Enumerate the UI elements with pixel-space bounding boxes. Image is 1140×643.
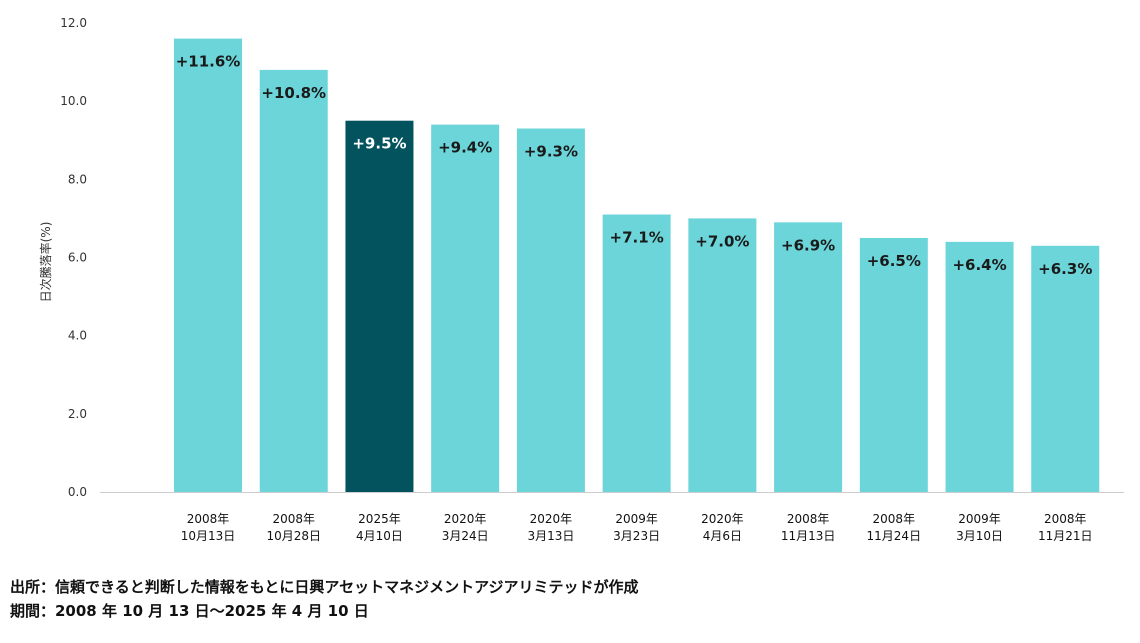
y-tick-label: 0.0 bbox=[68, 485, 87, 499]
data-label: +6.5% bbox=[867, 252, 921, 270]
y-tick-label: 4.0 bbox=[68, 329, 87, 343]
bars bbox=[174, 38, 1100, 493]
x-tick-date: 11月13日 bbox=[781, 529, 836, 543]
x-tick-date: 4月10日 bbox=[356, 529, 403, 543]
x-tick-date: 3月10日 bbox=[956, 529, 1003, 543]
period-note: 期間：2008 年 10 月 13 日～2025 年 4 月 10 日 bbox=[10, 602, 369, 620]
data-label: +11.6% bbox=[176, 53, 241, 71]
data-label: +9.5% bbox=[352, 135, 406, 153]
y-tick-label: 8.0 bbox=[68, 172, 87, 186]
x-tick-year: 2009年 bbox=[958, 512, 1001, 526]
x-axis-categories: 2008年 10月13日 2008年 10月28日 2025年 4月10日 2020年 3月2… bbox=[181, 512, 1093, 543]
data-label: +6.3% bbox=[1038, 260, 1092, 278]
y-tick-label: 6.0 bbox=[68, 251, 87, 265]
y-tick-label: 2.0 bbox=[68, 407, 87, 421]
x-tick-year: 2008年 bbox=[187, 512, 230, 526]
bar bbox=[602, 214, 671, 492]
y-tick-label: 10.0 bbox=[60, 94, 87, 108]
x-tick-date: 3月13日 bbox=[527, 529, 574, 543]
bar bbox=[774, 222, 843, 492]
data-label: +10.8% bbox=[261, 84, 326, 102]
y-tick-label: 12.0 bbox=[60, 16, 87, 30]
x-tick-date: 4月6日 bbox=[703, 529, 742, 543]
data-label: +9.4% bbox=[438, 139, 492, 157]
source-note: 出所：信頼できると判断した情報をもとに日興アセットマネジメントアジアリミテッドが… bbox=[10, 578, 639, 596]
x-tick-year: 2008年 bbox=[1044, 512, 1087, 526]
x-tick-year: 2020年 bbox=[701, 512, 744, 526]
bar bbox=[688, 218, 757, 492]
x-tick-date: 11月21日 bbox=[1038, 529, 1093, 543]
data-label: +7.1% bbox=[610, 229, 664, 247]
x-tick-year: 2020年 bbox=[444, 512, 487, 526]
x-tick-date: 10月13日 bbox=[181, 529, 236, 543]
y-axis-ticks: 0.0 2.0 4.0 6.0 8.0 10.0 12.0 bbox=[60, 16, 87, 499]
x-tick-date: 3月24日 bbox=[442, 529, 489, 543]
x-tick-year: 2008年 bbox=[272, 512, 315, 526]
x-tick-date: 3月23日 bbox=[613, 529, 660, 543]
x-tick-year: 2009年 bbox=[615, 512, 658, 526]
x-tick-year: 2008年 bbox=[787, 512, 830, 526]
bar bbox=[174, 38, 242, 493]
data-label: +6.9% bbox=[781, 236, 835, 254]
data-labels: +11.6% +10.8% +9.5% +9.4% +9.3% +7.1% +7.0% +6.… bbox=[176, 53, 1093, 278]
data-label: +7.0% bbox=[695, 232, 749, 250]
bar bbox=[431, 124, 500, 492]
data-label: +6.4% bbox=[952, 256, 1006, 274]
x-tick-year: 2020年 bbox=[530, 512, 573, 526]
bar bbox=[259, 69, 328, 493]
bar-chart: 0.02.04.06.08.010.012.0 日次騰落率(%) +11.6%+… bbox=[38, 16, 1124, 543]
bar bbox=[516, 128, 585, 492]
x-tick-date: 11月24日 bbox=[867, 529, 922, 543]
x-tick-year: 2025年 bbox=[358, 512, 401, 526]
data-label: +9.3% bbox=[524, 143, 578, 161]
x-tick-date: 10月28日 bbox=[266, 529, 321, 543]
bar bbox=[1031, 245, 1100, 492]
bar bbox=[945, 241, 1014, 492]
x-tick-year: 2008年 bbox=[873, 512, 916, 526]
bar bbox=[345, 120, 414, 492]
y-axis-label: 日次騰落率(%) bbox=[38, 222, 53, 303]
bar bbox=[859, 237, 928, 492]
